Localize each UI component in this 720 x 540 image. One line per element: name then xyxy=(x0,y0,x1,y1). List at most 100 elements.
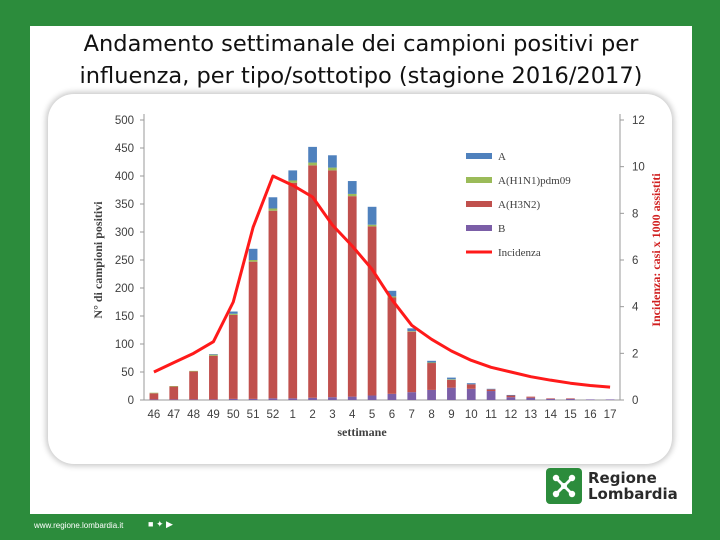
bar-a-h3n2- xyxy=(506,395,516,398)
y-tick-label: 350 xyxy=(115,199,134,211)
legend-entry: A(H3N2) xyxy=(498,199,540,211)
bar-b xyxy=(566,398,575,400)
regione-lombardia-logo: Regione Lombardia xyxy=(546,466,678,506)
bar-a-h1n1-pdm09 xyxy=(248,260,258,262)
youtube-icon[interactable]: ▶ xyxy=(166,519,173,529)
bar-a-h3n2- xyxy=(447,379,456,388)
bar-a xyxy=(268,197,278,209)
y2-tick-label: 0 xyxy=(632,395,638,407)
bar-a-h3n2- xyxy=(466,384,476,389)
bar-b xyxy=(328,397,337,400)
bar-a xyxy=(228,311,238,314)
bar-b xyxy=(466,388,476,400)
bar-a xyxy=(466,383,476,385)
twitter-icon[interactable]: ✦ xyxy=(155,519,164,529)
x-tick-label: 1 xyxy=(290,409,296,421)
bar-a xyxy=(387,290,397,297)
bar-b xyxy=(288,398,298,400)
bar-a-h3n2- xyxy=(268,210,278,399)
y-tick-label: 0 xyxy=(128,395,134,407)
slide-title: Andamento settimanale dei campioni posit… xyxy=(30,28,692,92)
bar-a-h1n1-pdm09 xyxy=(308,162,317,166)
x-tick-label: 50 xyxy=(227,409,240,421)
bar-b xyxy=(228,398,238,400)
y-tick-label: 100 xyxy=(115,339,134,351)
bar-a-h3n2- xyxy=(149,393,159,400)
bar-a-h3n2- xyxy=(486,389,496,392)
y2-tick-label: 6 xyxy=(632,255,638,267)
bar-a-h3n2- xyxy=(546,398,555,399)
facebook-icon[interactable]: ■ xyxy=(148,519,154,529)
chart-frame: 0 50 100 150 200 250 300 350 400 450 500 0 2 4 6 8 10 12 4… xyxy=(48,94,672,464)
legend-entry: A xyxy=(498,151,506,163)
x-tick-label: 4 xyxy=(349,409,356,421)
x-tick-label: 7 xyxy=(409,409,415,421)
y2-tick-label: 12 xyxy=(632,115,645,127)
bar-a xyxy=(486,388,496,390)
bar-b xyxy=(347,396,357,400)
bar-a xyxy=(328,155,337,168)
x-tick-label: 2 xyxy=(309,409,315,421)
bar-a xyxy=(347,181,357,194)
bar-a-h1n1-pdm09 xyxy=(407,331,417,332)
bar-a-h3n2- xyxy=(427,363,436,390)
bar-a-h3n2- xyxy=(228,314,238,399)
y2-tick-label: 10 xyxy=(632,162,645,174)
x-tick-label: 48 xyxy=(187,409,200,421)
bar-a-h3n2- xyxy=(566,398,575,399)
bar-a-h1n1-pdm09 xyxy=(149,392,159,394)
y2-tick-label: 8 xyxy=(632,208,638,220)
legend-swatch xyxy=(466,225,492,231)
bar-b xyxy=(308,397,317,400)
bar-a-h3n2- xyxy=(367,226,377,396)
bar-b xyxy=(605,399,615,400)
legend-entry: A(H1N1)pdm09 xyxy=(498,175,571,187)
x-tick-label: 10 xyxy=(465,409,478,421)
y-axis-label: N° di campioni positivi xyxy=(91,201,105,319)
y-tick-label: 50 xyxy=(121,367,134,379)
slide: Andamento settimanale dei campioni posit… xyxy=(30,26,692,514)
x-tick-label: 49 xyxy=(207,409,220,421)
bar-a xyxy=(407,328,417,332)
footer-url[interactable]: www.regione.lombardia.it xyxy=(34,521,124,530)
bar-a-h3n2- xyxy=(169,386,179,400)
bar-a-h1n1-pdm09 xyxy=(447,379,456,380)
chart: 0501001502002503003504004505000246810124… xyxy=(91,114,663,439)
bar-a-h3n2- xyxy=(308,165,317,398)
y-tick-label: 500 xyxy=(115,115,134,127)
bar-a xyxy=(427,360,436,363)
x-tick-label: 52 xyxy=(267,409,280,421)
x-tick-label: 16 xyxy=(584,409,597,421)
y-tick-label: 450 xyxy=(115,143,134,155)
bar-b xyxy=(486,391,496,400)
y2-tick-label: 2 xyxy=(632,348,638,360)
bar-b xyxy=(526,397,536,400)
x-tick-label: 13 xyxy=(524,409,537,421)
legend-swatch xyxy=(466,177,492,183)
lombardia-rose-icon xyxy=(546,468,582,504)
y2-axis-label: Incidenza: casi x 1000 assistiti xyxy=(649,173,663,327)
x-tick-label: 8 xyxy=(428,409,434,421)
x-tick-label: 9 xyxy=(448,409,454,421)
bar-b xyxy=(169,399,179,400)
y-tick-label: 150 xyxy=(115,311,134,323)
bar-b xyxy=(268,398,278,400)
logo-line-1: Regione xyxy=(588,469,657,487)
bar-a-h1n1-pdm09 xyxy=(367,224,377,227)
x-tick-label: 17 xyxy=(604,409,617,421)
bar-b xyxy=(189,399,198,400)
bar-b xyxy=(546,398,555,400)
bar-a xyxy=(308,146,317,163)
bar-b xyxy=(149,399,159,400)
bar-a-h3n2- xyxy=(189,371,198,400)
social-icons: ■ ✦ ▶ xyxy=(148,519,173,530)
bar-a-h1n1-pdm09 xyxy=(189,370,198,372)
x-tick-label: 11 xyxy=(485,409,497,421)
bar-a-h3n2- xyxy=(209,355,218,400)
x-tick-label: 51 xyxy=(247,409,260,421)
bar-b xyxy=(407,392,417,400)
y-tick-label: 300 xyxy=(115,227,134,239)
bar-a-h3n2- xyxy=(387,297,397,394)
legend-swatch xyxy=(466,153,492,159)
bar-a-h1n1-pdm09 xyxy=(427,362,436,364)
